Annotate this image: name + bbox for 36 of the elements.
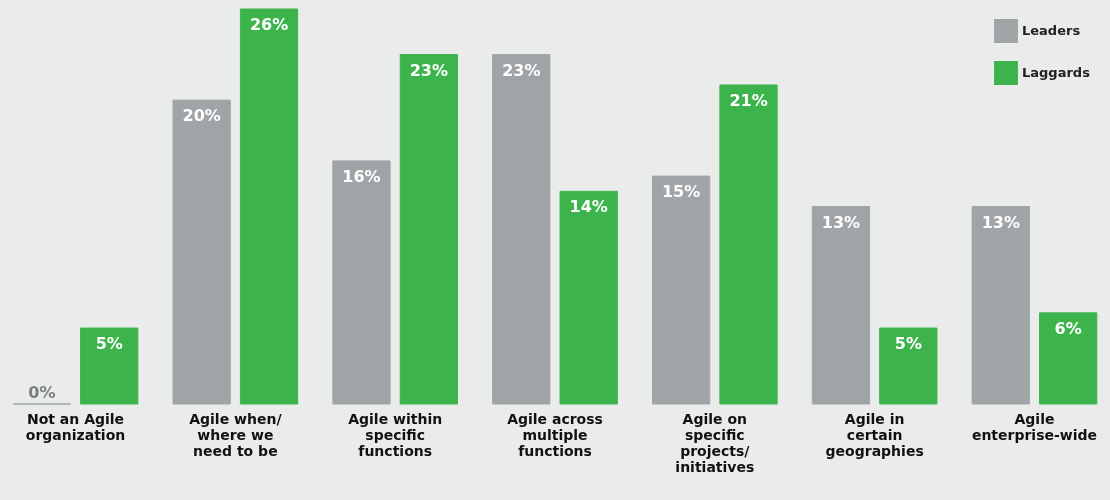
data-label: 6% <box>1054 318 1082 338</box>
bar <box>879 327 938 405</box>
data-label: 15% <box>661 182 701 202</box>
data-label: 5% <box>95 334 123 354</box>
bar <box>719 84 778 405</box>
data-label: 20% <box>182 106 221 126</box>
bar <box>332 160 391 405</box>
x-tick-label: Agile when/ where we need to be <box>189 410 283 459</box>
data-label: 21% <box>729 90 768 110</box>
data-label: 13% <box>821 212 861 232</box>
bar <box>811 206 871 405</box>
x-tick-label: Not an Agile organization <box>25 410 126 443</box>
data-label: 23% <box>409 60 449 80</box>
bar <box>1039 312 1098 405</box>
x-tick-label: Agile enterprise-wide <box>971 410 1098 443</box>
bar <box>80 327 139 405</box>
bar <box>239 8 299 405</box>
bar <box>492 54 551 405</box>
bar <box>172 99 231 405</box>
bar <box>971 206 1030 405</box>
data-label: 5% <box>894 334 922 354</box>
data-label: 13% <box>981 212 1020 232</box>
bar <box>399 54 459 405</box>
x-tick-label: Agile in certain geographies <box>825 410 924 459</box>
data-label: 23% <box>502 60 541 80</box>
data-label: 14% <box>569 197 608 217</box>
x-tick-label: Agile on specific projects/ initiatives <box>675 410 755 475</box>
x-tick-label: Agile across multiple functions <box>507 410 603 459</box>
bar <box>559 190 618 405</box>
data-label: 16% <box>342 166 381 186</box>
legend-label: Leaders <box>1022 23 1081 38</box>
bar <box>651 175 711 405</box>
legend-label: Laggards <box>1022 65 1091 80</box>
x-tick-label: Agile within specific functions <box>348 410 443 459</box>
data-label: 26% <box>249 15 289 34</box>
data-label: 0% <box>28 383 56 402</box>
